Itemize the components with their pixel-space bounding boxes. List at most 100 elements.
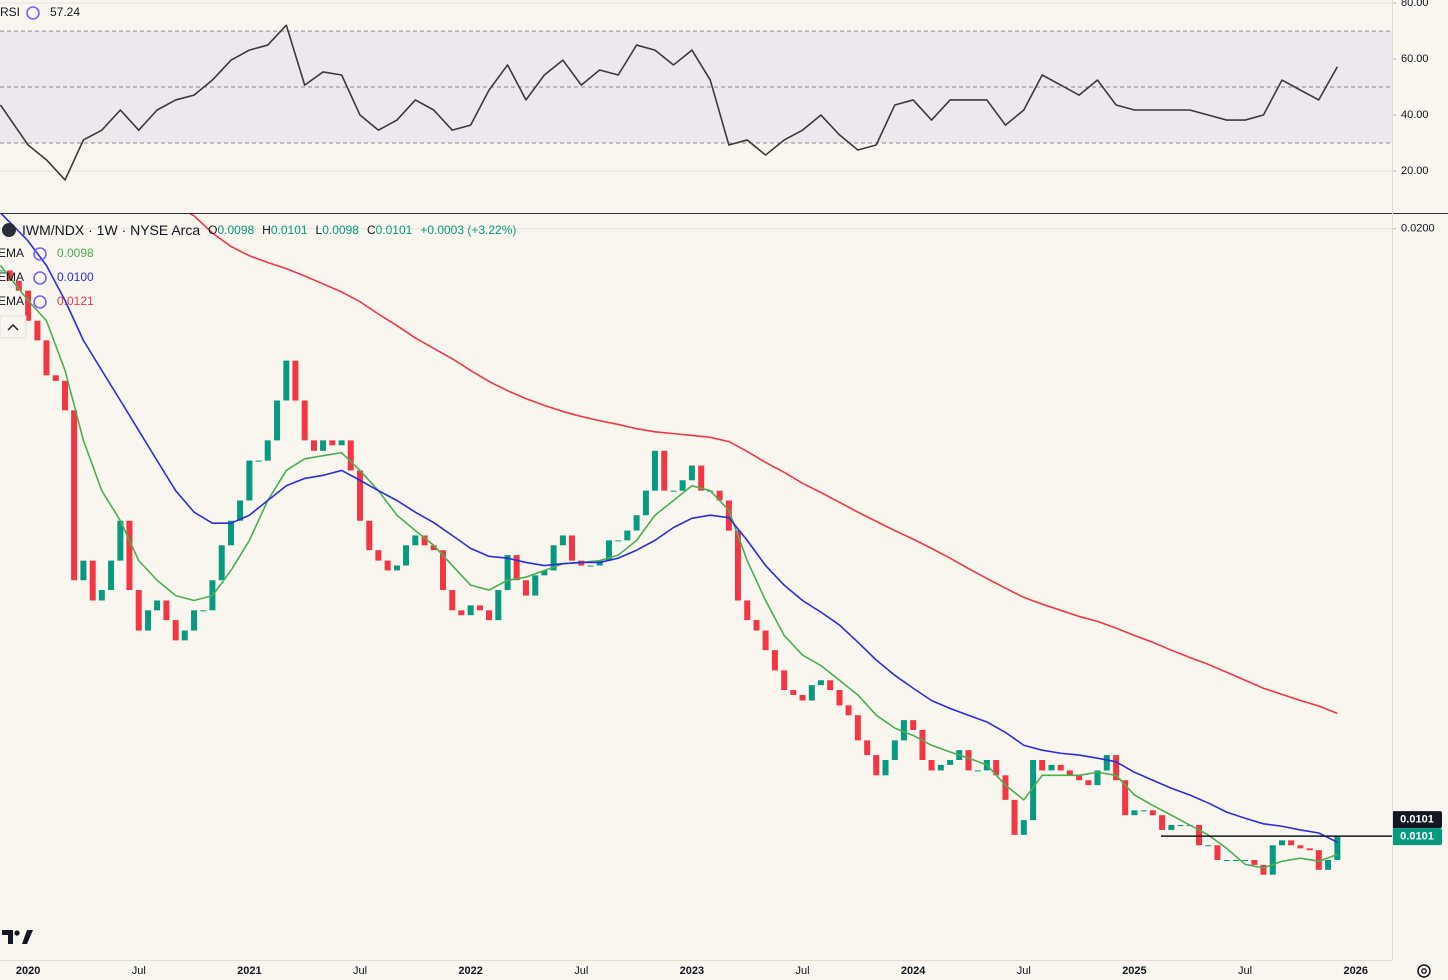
ema-settings-icon[interactable] <box>33 247 47 261</box>
candle <box>255 460 262 462</box>
candle <box>264 440 271 461</box>
ema-settings-icon[interactable] <box>33 295 47 309</box>
settings-button[interactable] <box>1417 964 1431 978</box>
candle <box>1103 755 1110 771</box>
candle <box>467 605 474 616</box>
ema-legend-value: 0.0121 <box>57 294 94 308</box>
candle <box>1288 840 1295 846</box>
y-tick-label: 20.00 <box>1401 165 1429 177</box>
candle <box>854 715 861 741</box>
candle <box>43 340 50 376</box>
axes: 80.00 60.00 40.00 20.00 0.0200 0.0101 0.0101 20… <box>16 0 1442 977</box>
logo-part <box>2 930 13 944</box>
candle <box>1066 770 1073 776</box>
rsi-line <box>0 24 1339 181</box>
candle <box>1196 825 1203 846</box>
ohlc-value: 0.0101 <box>376 223 413 237</box>
candle <box>845 705 852 716</box>
candle <box>1325 860 1332 870</box>
candle <box>25 290 32 321</box>
candle <box>80 560 87 581</box>
candle <box>1159 815 1166 830</box>
candle <box>1094 770 1101 786</box>
candle <box>228 520 235 546</box>
ohlc-value: 0.0098 <box>217 223 254 237</box>
ohlc-value: 0.0101 <box>271 223 308 237</box>
x-tick-label: Jul <box>796 965 810 977</box>
candle <box>0 270 4 272</box>
candle <box>181 630 188 641</box>
candle <box>200 610 207 612</box>
candle <box>836 690 843 706</box>
last-price-box <box>1392 828 1442 846</box>
price-pane <box>0 214 1392 875</box>
candle <box>762 630 769 651</box>
candle <box>191 610 198 631</box>
gear-outer <box>1417 964 1431 978</box>
x-tick-label: Jul <box>1238 965 1252 977</box>
gear-inner <box>1421 968 1427 974</box>
candle <box>1085 780 1092 786</box>
x-tick-label: Jul <box>1017 965 1031 977</box>
change-value: +0.0003 (+3.22%) <box>420 223 516 237</box>
candle <box>154 600 161 611</box>
tradingview-logo[interactable] <box>2 930 33 944</box>
candle <box>403 545 410 566</box>
candle <box>6 270 13 281</box>
candle <box>873 755 880 776</box>
y-tick-label: 0.0200 <box>1401 223 1435 235</box>
x-tick-label: 2024 <box>901 965 926 977</box>
candle <box>504 555 511 591</box>
candle <box>135 590 142 631</box>
candle <box>458 610 465 616</box>
candle <box>375 550 382 561</box>
candle <box>393 565 400 571</box>
candle <box>568 535 575 561</box>
candle <box>15 280 22 291</box>
candle <box>237 500 244 521</box>
symbol-icon[interactable] <box>2 223 16 237</box>
candle <box>633 515 640 531</box>
candle <box>882 760 889 776</box>
candle <box>947 760 954 765</box>
collapse-legend-button[interactable] <box>0 315 27 339</box>
last-price-label: 0.0101 <box>1400 830 1434 842</box>
candle <box>532 575 539 596</box>
candle <box>71 410 78 581</box>
ray-price-label: 0.0101 <box>1400 813 1434 825</box>
x-tick-label: 2020 <box>16 965 40 977</box>
candle <box>615 540 622 542</box>
candle <box>1242 860 1249 862</box>
candle <box>1030 760 1037 821</box>
candle <box>1122 780 1129 816</box>
candle <box>1048 764 1055 771</box>
rsi-settings-icon[interactable] <box>26 6 40 20</box>
x-tick-label: 2021 <box>237 965 261 977</box>
candle <box>827 680 834 691</box>
candle <box>1011 799 1018 835</box>
candle <box>1214 845 1221 861</box>
ray-price-box <box>1392 811 1442 829</box>
ohlc-label: H <box>262 223 271 237</box>
candle <box>310 440 317 451</box>
candle <box>412 535 419 546</box>
candle <box>993 760 1000 776</box>
candle <box>145 610 152 631</box>
candle <box>817 680 824 686</box>
ema-settings-icon[interactable] <box>33 271 47 285</box>
candle <box>698 465 705 491</box>
candle <box>910 720 917 730</box>
candle <box>928 760 935 771</box>
candle <box>651 450 658 491</box>
candle <box>117 520 124 561</box>
candle <box>98 590 105 601</box>
ema-legend-name: EMA <box>0 270 24 284</box>
candle <box>1168 825 1175 830</box>
y-tick-label: 40.00 <box>1401 109 1429 121</box>
ema-legend: EMA 0.0098 EMA 0.0100 EMA 0.0121 <box>0 246 94 309</box>
x-tick-label: 2025 <box>1122 965 1146 977</box>
candle <box>541 570 548 576</box>
candle <box>1113 755 1120 781</box>
